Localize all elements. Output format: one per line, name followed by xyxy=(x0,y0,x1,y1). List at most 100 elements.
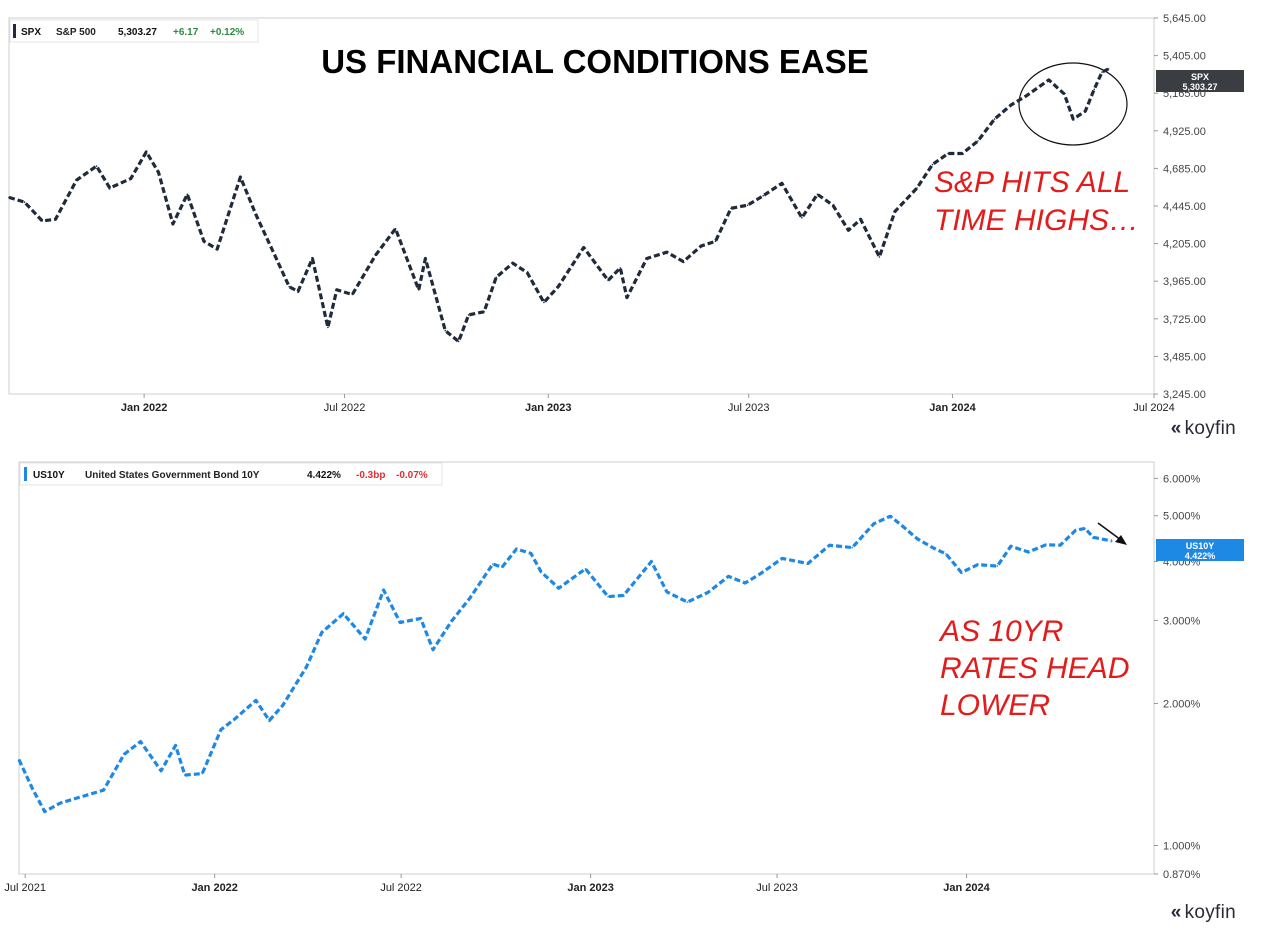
series-point xyxy=(801,217,803,219)
series-point xyxy=(993,118,996,120)
series-point xyxy=(1045,544,1047,546)
spx-legend-value: 5,303.27 xyxy=(118,27,157,38)
spx-legend-box xyxy=(9,19,259,43)
us10y-x-axis: Jul 2021 Jan 2022 Jul 2022 Jan 2023 Jul 2023… xyxy=(4,874,991,894)
series-point xyxy=(174,744,177,747)
us10y-plot-frame xyxy=(18,461,1155,875)
y-tick-label: 5.000% xyxy=(1163,511,1201,523)
series-point xyxy=(746,204,749,206)
series-point xyxy=(1025,94,1028,97)
series-point xyxy=(1103,538,1106,541)
series-point xyxy=(1063,93,1066,95)
series-point xyxy=(1093,88,1095,91)
series-point xyxy=(203,240,205,243)
series-point xyxy=(540,571,542,573)
spx-annotation-line-2: TIME HIGHS… xyxy=(934,204,1139,237)
us10y-legend-symbol: US10Y xyxy=(33,470,65,481)
series-point xyxy=(305,666,308,668)
series-point xyxy=(419,617,422,620)
y-tick-label: 4,925.00 xyxy=(1163,126,1206,138)
series-point xyxy=(894,210,896,213)
series-point xyxy=(495,276,498,279)
series-point xyxy=(145,151,148,153)
series-point xyxy=(382,589,385,591)
series-point xyxy=(457,340,460,343)
spx-legend-symbol: SPX xyxy=(21,27,41,38)
series-point xyxy=(75,179,78,181)
series-point xyxy=(977,563,979,566)
us10y-legend-change: -0.3bp xyxy=(356,470,385,481)
series-point xyxy=(666,591,668,593)
series-point xyxy=(996,565,999,567)
x-tick-label: Jul 2022 xyxy=(380,882,422,894)
series-point xyxy=(947,152,949,155)
series-point xyxy=(707,591,709,594)
us10y-legend-box xyxy=(19,462,443,486)
us10y-tag-bg xyxy=(1156,539,1244,561)
y-tick-label: 0.870% xyxy=(1163,869,1201,881)
koyfin-brand-name: koyfin xyxy=(1184,418,1236,439)
series-point xyxy=(483,311,485,313)
series-point xyxy=(530,552,532,555)
series-point xyxy=(873,522,875,525)
us10y-last-value-tag: US10Y 4.422% xyxy=(1156,539,1244,561)
us10y-legend-swatch xyxy=(24,467,27,481)
series-point xyxy=(123,753,125,756)
y-tick-label: 3,725.00 xyxy=(1163,314,1206,326)
spx-series xyxy=(8,67,1110,344)
series-point xyxy=(1107,68,1110,70)
x-tick-label: Jan 2022 xyxy=(121,402,167,414)
series-point xyxy=(916,537,918,540)
y-tick-label: 3,245.00 xyxy=(1163,389,1206,401)
series-point xyxy=(557,587,560,589)
series-point xyxy=(828,544,831,546)
series-point xyxy=(622,594,625,597)
series-point xyxy=(23,201,26,203)
series-point xyxy=(54,218,57,221)
series-point xyxy=(467,314,470,316)
series-point xyxy=(41,220,43,222)
series-point xyxy=(1074,529,1077,531)
series-point xyxy=(759,572,762,575)
series-point xyxy=(201,772,204,775)
koyfin-logo-icon: « xyxy=(1170,418,1182,439)
y-tick-label: 2.000% xyxy=(1163,698,1201,710)
series-point xyxy=(444,329,447,332)
series-point xyxy=(31,787,34,790)
spx-legend-change-pct: +0.12% xyxy=(210,27,244,38)
series-point xyxy=(781,182,783,185)
y-tick-label: 5,405.00 xyxy=(1163,51,1206,63)
series-point xyxy=(584,568,587,570)
series-point xyxy=(95,165,98,167)
spx-last-value-tag: SPX 5,303.27 xyxy=(1156,70,1244,92)
koyfin-logo-icon: « xyxy=(1170,902,1182,923)
series-point xyxy=(526,271,528,274)
x-tick-label: Jan 2023 xyxy=(525,402,571,414)
series-point xyxy=(432,648,434,651)
series-point xyxy=(59,802,61,804)
y-tick-label: 3,485.00 xyxy=(1163,351,1206,363)
series-point xyxy=(311,257,314,260)
series-point xyxy=(543,301,545,304)
series-point xyxy=(1010,104,1012,106)
spx-legend: SPX S&P 500 5,303.27 +6.17 +0.12% xyxy=(9,19,259,43)
x-tick-label: Jul 2024 xyxy=(1133,402,1175,414)
series-point xyxy=(727,575,730,578)
series-point xyxy=(1084,110,1087,112)
us10y-y-axis: 6.000%5.000%4.000%3.000%2.000%1.000%0.87… xyxy=(1154,473,1201,881)
us10y-tag-symbol: US10Y xyxy=(1186,541,1215,551)
series-point xyxy=(847,229,850,232)
series-point xyxy=(424,257,427,260)
y-tick-label: 4,205.00 xyxy=(1163,239,1206,251)
series-point xyxy=(932,547,935,549)
series-point xyxy=(1084,527,1086,530)
y-tick-label: 3.000% xyxy=(1163,615,1201,627)
spx-tag-symbol: SPX xyxy=(1191,72,1209,82)
spx-annotation-line-1: S&P HITS ALL xyxy=(934,166,1130,199)
y-tick-label: 3,965.00 xyxy=(1163,276,1206,288)
series-point xyxy=(351,293,354,296)
x-tick-label: Jul 2023 xyxy=(728,402,770,414)
x-tick-label: Jul 2022 xyxy=(324,402,366,414)
x-tick-label: Jan 2024 xyxy=(943,882,990,894)
series-point xyxy=(1092,536,1094,539)
